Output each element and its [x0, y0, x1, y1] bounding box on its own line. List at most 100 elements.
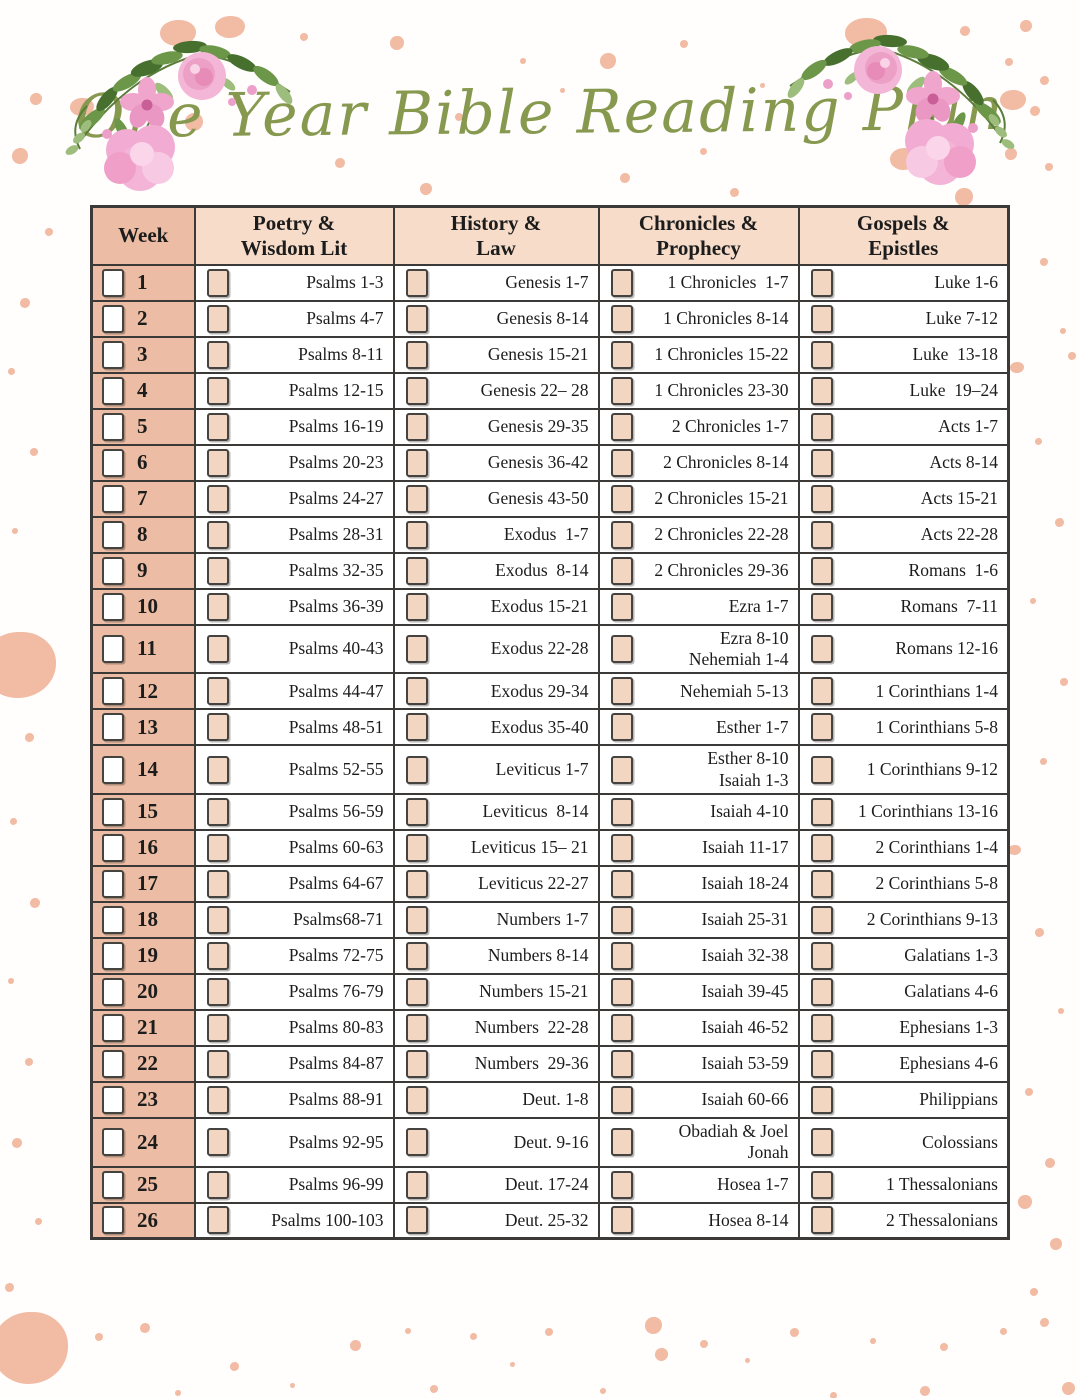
reading-checkbox-icon[interactable] — [405, 1206, 428, 1235]
reading-checkbox-icon[interactable] — [206, 634, 229, 663]
reading-checkbox-icon[interactable] — [206, 340, 229, 369]
week-checkbox-icon[interactable] — [102, 905, 124, 934]
reading-checkbox-icon[interactable] — [810, 977, 833, 1006]
reading-checkbox-icon[interactable] — [610, 1049, 633, 1078]
reading-checkbox-icon[interactable] — [610, 713, 633, 742]
reading-checkbox-icon[interactable] — [405, 713, 428, 742]
reading-checkbox-icon[interactable] — [206, 755, 229, 784]
reading-checkbox-icon[interactable] — [206, 376, 229, 405]
reading-checkbox-icon[interactable] — [610, 304, 633, 333]
reading-checkbox-icon[interactable] — [810, 340, 833, 369]
reading-checkbox-icon[interactable] — [405, 1013, 428, 1042]
reading-checkbox-icon[interactable] — [405, 304, 428, 333]
reading-checkbox-icon[interactable] — [810, 520, 833, 549]
reading-checkbox-icon[interactable] — [405, 797, 428, 826]
reading-checkbox-icon[interactable] — [405, 905, 428, 934]
week-checkbox-icon[interactable] — [102, 713, 124, 742]
week-checkbox-icon[interactable] — [102, 833, 124, 862]
reading-checkbox-icon[interactable] — [206, 797, 229, 826]
reading-checkbox-icon[interactable] — [206, 833, 229, 862]
week-checkbox-icon[interactable] — [102, 484, 124, 513]
reading-checkbox-icon[interactable] — [610, 412, 633, 441]
reading-checkbox-icon[interactable] — [610, 592, 633, 621]
week-checkbox-icon[interactable] — [102, 304, 124, 333]
reading-checkbox-icon[interactable] — [405, 340, 428, 369]
reading-checkbox-icon[interactable] — [610, 268, 633, 297]
reading-checkbox-icon[interactable] — [405, 941, 428, 970]
reading-checkbox-icon[interactable] — [810, 755, 833, 784]
week-checkbox-icon[interactable] — [102, 1049, 124, 1078]
reading-checkbox-icon[interactable] — [810, 797, 833, 826]
reading-checkbox-icon[interactable] — [610, 448, 633, 477]
week-checkbox-icon[interactable] — [102, 376, 124, 405]
reading-checkbox-icon[interactable] — [810, 592, 833, 621]
week-checkbox-icon[interactable] — [102, 592, 124, 621]
reading-checkbox-icon[interactable] — [610, 833, 633, 862]
reading-checkbox-icon[interactable] — [610, 905, 633, 934]
reading-checkbox-icon[interactable] — [405, 556, 428, 585]
reading-checkbox-icon[interactable] — [810, 304, 833, 333]
reading-checkbox-icon[interactable] — [206, 1049, 229, 1078]
week-checkbox-icon[interactable] — [102, 797, 124, 826]
reading-checkbox-icon[interactable] — [810, 1170, 833, 1199]
week-checkbox-icon[interactable] — [102, 755, 124, 784]
week-checkbox-icon[interactable] — [102, 1206, 124, 1235]
week-checkbox-icon[interactable] — [102, 941, 124, 970]
reading-checkbox-icon[interactable] — [810, 448, 833, 477]
week-checkbox-icon[interactable] — [102, 869, 124, 898]
reading-checkbox-icon[interactable] — [405, 677, 428, 706]
reading-checkbox-icon[interactable] — [810, 1128, 833, 1157]
reading-checkbox-icon[interactable] — [206, 448, 229, 477]
reading-checkbox-icon[interactable] — [810, 1085, 833, 1114]
reading-checkbox-icon[interactable] — [405, 1085, 428, 1114]
reading-checkbox-icon[interactable] — [610, 376, 633, 405]
week-checkbox-icon[interactable] — [102, 1013, 124, 1042]
reading-checkbox-icon[interactable] — [405, 268, 428, 297]
reading-checkbox-icon[interactable] — [810, 1206, 833, 1235]
reading-checkbox-icon[interactable] — [610, 797, 633, 826]
reading-checkbox-icon[interactable] — [810, 412, 833, 441]
reading-checkbox-icon[interactable] — [810, 869, 833, 898]
reading-checkbox-icon[interactable] — [610, 556, 633, 585]
reading-checkbox-icon[interactable] — [610, 1013, 633, 1042]
reading-checkbox-icon[interactable] — [206, 1085, 229, 1114]
reading-checkbox-icon[interactable] — [610, 1170, 633, 1199]
reading-checkbox-icon[interactable] — [405, 412, 428, 441]
reading-checkbox-icon[interactable] — [206, 1206, 229, 1235]
reading-checkbox-icon[interactable] — [405, 1170, 428, 1199]
reading-checkbox-icon[interactable] — [405, 592, 428, 621]
reading-checkbox-icon[interactable] — [405, 1128, 428, 1157]
reading-checkbox-icon[interactable] — [810, 677, 833, 706]
reading-checkbox-icon[interactable] — [810, 376, 833, 405]
reading-checkbox-icon[interactable] — [206, 268, 229, 297]
reading-checkbox-icon[interactable] — [206, 713, 229, 742]
reading-checkbox-icon[interactable] — [405, 869, 428, 898]
week-checkbox-icon[interactable] — [102, 520, 124, 549]
reading-checkbox-icon[interactable] — [610, 677, 633, 706]
reading-checkbox-icon[interactable] — [206, 592, 229, 621]
reading-checkbox-icon[interactable] — [206, 484, 229, 513]
reading-checkbox-icon[interactable] — [810, 484, 833, 513]
reading-checkbox-icon[interactable] — [206, 677, 229, 706]
reading-checkbox-icon[interactable] — [810, 556, 833, 585]
reading-checkbox-icon[interactable] — [206, 977, 229, 1006]
reading-checkbox-icon[interactable] — [810, 1049, 833, 1078]
reading-checkbox-icon[interactable] — [206, 304, 229, 333]
reading-checkbox-icon[interactable] — [610, 869, 633, 898]
reading-checkbox-icon[interactable] — [206, 412, 229, 441]
week-checkbox-icon[interactable] — [102, 1170, 124, 1199]
week-checkbox-icon[interactable] — [102, 448, 124, 477]
reading-checkbox-icon[interactable] — [405, 634, 428, 663]
reading-checkbox-icon[interactable] — [206, 556, 229, 585]
reading-checkbox-icon[interactable] — [610, 634, 633, 663]
week-checkbox-icon[interactable] — [102, 1085, 124, 1114]
reading-checkbox-icon[interactable] — [810, 268, 833, 297]
week-checkbox-icon[interactable] — [102, 340, 124, 369]
week-checkbox-icon[interactable] — [102, 977, 124, 1006]
reading-checkbox-icon[interactable] — [610, 520, 633, 549]
reading-checkbox-icon[interactable] — [405, 376, 428, 405]
reading-checkbox-icon[interactable] — [810, 634, 833, 663]
reading-checkbox-icon[interactable] — [206, 520, 229, 549]
reading-checkbox-icon[interactable] — [206, 905, 229, 934]
week-checkbox-icon[interactable] — [102, 634, 124, 663]
